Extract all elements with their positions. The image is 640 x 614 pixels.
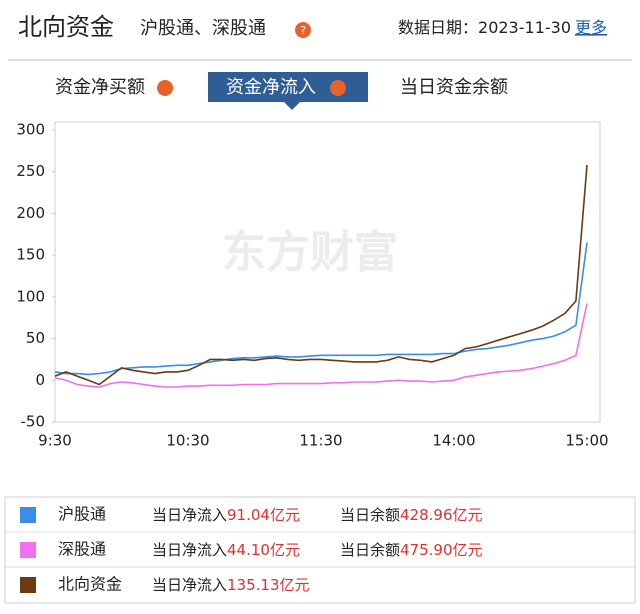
x-tick-label: 10:30 (166, 432, 209, 450)
balance: 当日余额475.90亿元 (340, 541, 483, 559)
legend-label: 北向资金 (58, 575, 122, 594)
date-label: 数据日期： (398, 18, 478, 37)
help-icon[interactable] (157, 80, 173, 96)
legend-swatch (20, 577, 36, 593)
x-tick-label: 9:30 (38, 432, 72, 450)
active-tab[interactable]: 资金净流入 (226, 77, 316, 98)
net-flow: 当日净流入135.13亿元 (152, 576, 310, 594)
balance-label: 当日余额 (340, 506, 400, 524)
y-tick-label: 300 (16, 121, 45, 139)
subtitle: 沪股通、深股通 (140, 18, 266, 39)
net-label: 当日净流入 (152, 576, 227, 594)
series-line (54, 164, 588, 386)
series-line (54, 242, 588, 376)
net-value: 135.13 (227, 576, 280, 594)
net-value: 91.04 (227, 506, 270, 524)
title: 北向资金 (18, 13, 114, 41)
net-unit: 亿元 (280, 576, 310, 594)
y-tick-label: 50 (26, 329, 45, 347)
legend-swatch (20, 542, 36, 558)
help-icon[interactable] (295, 22, 311, 38)
net-flow: 当日净流入91.04亿元 (152, 506, 300, 524)
y-tick-label: 250 (16, 162, 45, 180)
net-unit: 亿元 (270, 506, 300, 524)
balance-value: 475.90 (400, 541, 453, 559)
legend-table (4, 496, 636, 604)
tab[interactable]: 资金净买额 (55, 77, 145, 98)
more-link[interactable]: 更多 (575, 18, 607, 37)
help-icon[interactable] (330, 80, 346, 96)
date: 2023-11-30 (478, 18, 571, 37)
tab[interactable]: 当日资金余额 (400, 77, 508, 98)
x-tick-label: 15:00 (565, 432, 608, 450)
net-label: 当日净流入 (152, 506, 227, 524)
series-line (54, 303, 588, 388)
legend-label: 沪股通 (58, 505, 106, 524)
y-tick-label: -50 (21, 413, 46, 431)
y-tick-label: 200 (16, 204, 45, 222)
y-tick-label: 150 (16, 246, 45, 264)
plot-frame (54, 121, 601, 423)
y-tick-label: 100 (16, 287, 45, 305)
help-icon-mark: ? (300, 24, 306, 37)
balance-label: 当日余额 (340, 541, 400, 559)
active-tab-pointer (284, 102, 300, 110)
y-tick-label: 0 (35, 371, 45, 389)
balance-unit: 亿元 (453, 541, 483, 559)
balance-unit: 亿元 (453, 506, 483, 524)
net-flow: 当日净流入44.10亿元 (152, 541, 300, 559)
x-tick-label: 14:00 (432, 432, 475, 450)
net-unit: 亿元 (270, 541, 300, 559)
net-label: 当日净流入 (152, 541, 227, 559)
balance-value: 428.96 (400, 506, 453, 524)
legend-label: 深股通 (58, 540, 106, 559)
legend-swatch (20, 507, 36, 523)
balance: 当日余额428.96亿元 (340, 506, 483, 524)
date-line: 数据日期：2023-11-30 更多 (398, 18, 607, 37)
watermark: 东方财富 (222, 227, 398, 278)
x-tick-label: 11:30 (299, 432, 342, 450)
net-value: 44.10 (227, 541, 270, 559)
